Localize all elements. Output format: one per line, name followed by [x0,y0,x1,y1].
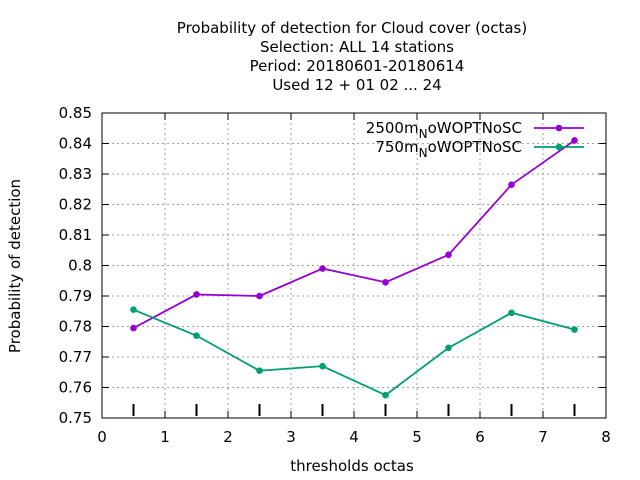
x-tick-label: 4 [349,428,359,446]
series-1-point [445,251,452,259]
x-tick-label: 2 [223,428,233,446]
legend-label-2-tail: oWOPTNoSC [428,138,522,156]
series-1-point [130,324,137,332]
y-tick-label: 0.83 [59,165,92,183]
legend: 2500mNoWOPTNoSC 750mNoWOPTNoSC [366,119,584,160]
y-tick-label: 0.79 [59,287,92,305]
chart-title-line-3: Period: 20180601-20180614 [250,57,465,75]
y-tick-label: 0.75 [59,409,92,427]
legend-label-1: 2500mNoWOPTNoSC [366,119,522,141]
x-tick-label: 0 [97,428,107,446]
series-1-point [382,278,389,286]
y-tick-label: 0.82 [59,196,92,214]
chart-title-line-1: Probability of detection for Cloud cover… [177,19,527,37]
series-1-point [256,292,263,300]
series-2-line [133,308,575,397]
x-tick-label: 1 [160,428,170,446]
y-tick-label: 0.8 [68,257,92,275]
legend-label-1-sub: N [419,127,428,141]
x-axis-label: thresholds octas [290,457,414,475]
chart-title-line-4: Used 12 + 01 02 ... 24 [272,76,441,94]
x-axis-ticks: 0 1 2 3 4 5 6 7 8 [97,113,611,446]
grid-lines [102,113,606,418]
y-axis-label: Probability of detection [6,179,24,353]
series-2-point [571,326,578,333]
x-tick-label: 7 [538,428,548,446]
x-tick-label: 5 [412,428,422,446]
series-2-point [445,344,452,352]
y-tick-label: 0.77 [59,348,92,366]
y-tick-label: 0.84 [59,135,92,153]
legend-entry-2: 750mNoWOPTNoSC [375,138,584,160]
legend-label-1-tail: oWOPTNoSC [428,119,522,137]
series-1-line [133,139,576,329]
series-2-point [508,309,515,317]
threshold-markers [132,404,576,416]
legend-label-2-main: 750m [375,138,418,156]
legend-label-1-main: 2500m [366,119,419,137]
y-tick-label: 0.81 [59,226,92,244]
series-group [130,137,578,399]
chart-title-line-2: Selection: ALL 14 stations [260,38,454,56]
legend-label-2: 750mNoWOPTNoSC [375,138,522,160]
legend-label-2-sub: N [419,146,428,160]
legend-marker-1 [555,124,563,132]
y-tick-label: 0.76 [59,379,92,397]
x-tick-label: 3 [286,428,296,446]
series-1-point [193,291,200,298]
series-2-point [319,362,326,370]
x-tick-label: 8 [601,428,611,446]
series-2-point [256,367,263,375]
series-2-point [193,332,200,339]
y-axis-ticks: 0.75 0.76 0.77 0.78 0.79 0.8 0.81 0.82 0.83 0.84 0… [59,104,606,427]
x-tick-label: 6 [475,428,485,446]
series-2-point [382,391,389,399]
y-tick-label: 0.85 [59,104,92,122]
series-2-point [130,306,137,314]
chart-title: Probability of detection for Cloud cover… [177,19,527,94]
y-tick-label: 0.78 [59,318,92,336]
series-1-point [319,265,326,272]
series-1-point [508,181,515,188]
legend-entry-1: 2500mNoWOPTNoSC [366,119,584,141]
legend-marker-2 [555,143,563,151]
series-1-point [571,137,578,144]
